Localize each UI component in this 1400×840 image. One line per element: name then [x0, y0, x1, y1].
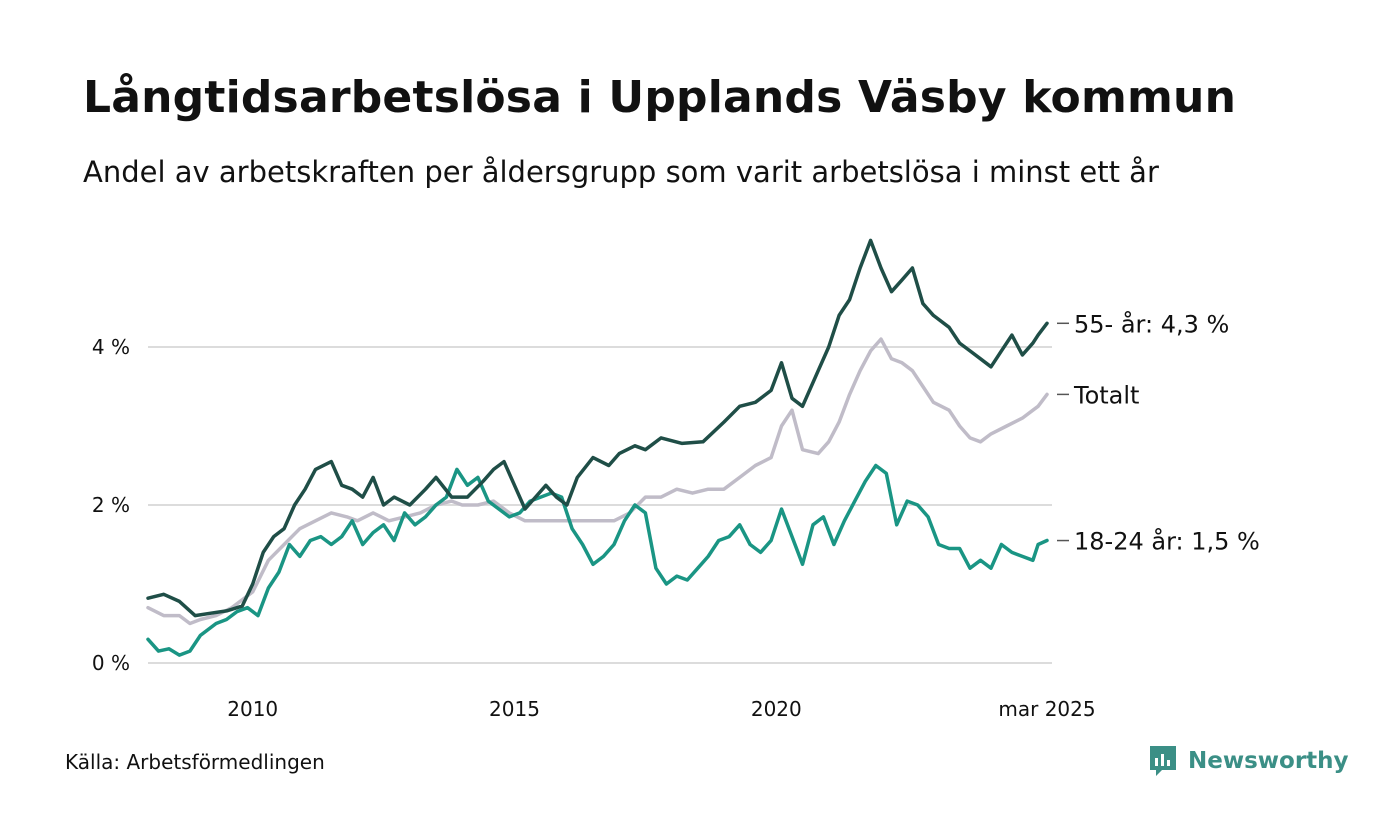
series-line-total [146, 337, 1049, 626]
y-tick-label: 2 % [92, 493, 130, 517]
brand-name: Newsworthy [1188, 748, 1349, 774]
end-label-older: 55- år: 4,3 % [1074, 309, 1229, 338]
gridlines [148, 346, 1052, 664]
x-tick-label: 2010 [227, 697, 278, 721]
series-lines [146, 238, 1049, 657]
y-tick-label: 4 % [92, 335, 130, 359]
brand-logo[interactable]: Newsworthy [1148, 744, 1349, 778]
x-tick-label: 2015 [489, 697, 540, 721]
series-line-young [146, 463, 1049, 657]
end-label-young: 18-24 år: 1,5 % [1074, 527, 1260, 556]
y-axis: 0 % 2 % 4 % [92, 335, 130, 675]
y-tick-label: 0 % [92, 651, 130, 675]
end-labels: 55- år: 4,3 % Totalt 18-24 år: 1,5 % [1057, 309, 1260, 556]
chart-subtitle: Andel av arbetskraften per åldersgrupp s… [83, 155, 1159, 189]
series-line-older [146, 238, 1049, 618]
source-note: Källa: Arbetsförmedlingen [65, 750, 325, 774]
newsworthy-logo-icon [1150, 746, 1176, 776]
x-tick-label: 2020 [751, 697, 802, 721]
x-axis: 2010 2015 2020 mar 2025 [227, 697, 1095, 721]
end-label-total: Totalt [1073, 381, 1139, 409]
x-tick-label: mar 2025 [998, 697, 1095, 721]
chart-title: Långtidsarbetslösa i Upplands Väsby komm… [83, 72, 1237, 123]
